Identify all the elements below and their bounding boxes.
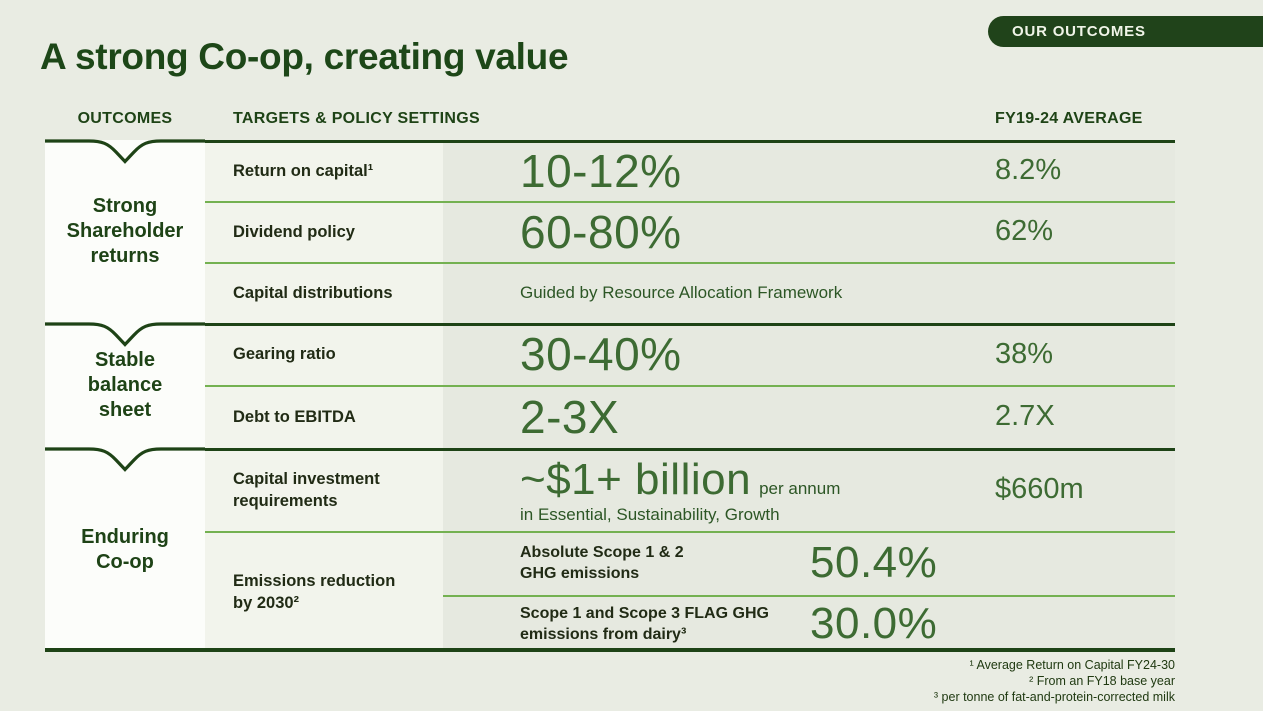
row-divider [205,201,1175,203]
row-label: Return on capital¹ [233,161,374,180]
target-note: Guided by Resource Allocation Framework [520,282,843,302]
column-header-average: FY19-24 AVERAGE [995,110,1143,127]
target-value: 60-80% [520,205,682,258]
group-stable-balance-sheet: Stable balance sheet Gearing ratio 30-40… [45,322,1175,448]
subrow-value: 50.4% [810,538,938,587]
group-label: Strong Shareholder returns [66,195,184,267]
labels-column-background [205,140,443,652]
footnote-2: ² From an FY18 base year [1029,674,1175,688]
row-label: Dividend policy [233,222,355,241]
average-value: 38% [995,337,1054,370]
group-label: Enduring Co-op [81,526,169,573]
subrow-divider [443,595,1175,597]
subrow-label: Scope 1 and Scope 3 FLAG GHG emissions f… [520,604,769,643]
footnotes: ¹ Average Return on Capital FY24-30 ² Fr… [934,657,1175,705]
target-value: 10-12% [520,144,682,197]
column-header-outcomes: OUTCOMES [77,110,173,127]
average-value: 2.7X [995,400,1055,432]
brace-icon [45,139,205,164]
table-row: Gearing ratio 30-40% 38% [205,323,1175,385]
target-value: 2-3X [520,390,620,443]
average-value: 8.2% [995,154,1062,186]
group-divider-rule [205,140,1175,143]
our-outcomes-badge-label: OUR OUTCOMES [1012,23,1146,40]
footnote-1: ¹ Average Return on Capital FY24-30 [969,658,1175,672]
column-header-targets: TARGETS & POLICY SETTINGS [233,110,480,127]
target-value-block: ~$1+ billion per annum in Essential, Sus… [520,448,840,531]
row-divider [205,385,1175,387]
group-enduring-co-op: Enduring Co-op Capital investment requir… [45,447,1175,652]
target-note: in Essential, Sustainability, Growth [520,504,780,524]
row-label: Capital distributions [233,283,393,302]
values-column-background [443,140,1175,652]
table-row: Dividend policy 60-80% 62% [205,201,1175,262]
table-row: Capital distributions Guided by Resource… [205,262,1175,323]
emissions-subrow: Absolute Scope 1 & 2 GHG emissions 50.4% [205,531,1175,595]
row-label: Capital investment requirements [233,469,380,510]
average-value: $660m [995,473,1084,505]
group-divider-rule [205,323,1175,326]
row-label: Emissions reduction by 2030² [233,571,396,612]
brace-icon [45,447,205,472]
target-value-suffix: per annum [759,478,841,498]
subrow-label: Absolute Scope 1 & 2 GHG emissions [520,544,684,582]
page-title: A strong Co-op, creating value [40,36,569,77]
emissions-subrow: Scope 1 and Scope 3 FLAG GHG emissions f… [205,595,1175,652]
group-divider-rule [205,448,1175,451]
table-row: Debt to EBITDA 2-3X 2.7X [205,385,1175,448]
outcomes-table: Strong Shareholder returns Return on cap… [45,139,1175,652]
outcomes-column-background [45,140,205,652]
row-divider [205,262,1175,264]
target-value: ~$1+ billion [520,454,752,504]
target-value: 30-40% [520,328,682,380]
group-label: Stable balance sheet [87,349,163,421]
table-row-emissions: Emissions reduction by 2030² Absolute Sc… [205,531,1175,652]
row-divider [205,531,1175,533]
row-label: Gearing ratio [233,345,336,363]
footnote-3: ³ per tonne of fat-and-protein-corrected… [933,690,1175,704]
subrow-value: 30.0% [810,598,938,648]
our-outcomes-badge: OUR OUTCOMES [988,16,1263,47]
brace-icon [45,322,205,347]
row-label: Debt to EBITDA [233,407,356,426]
table-row: Return on capital¹ 10-12% 8.2% [205,140,1175,201]
group-strong-shareholder-returns: Strong Shareholder returns Return on cap… [45,139,1175,323]
table-row: Capital investment requirements ~$1+ bil… [205,448,1175,531]
table-bottom-rule [45,648,1175,652]
average-value: 62% [995,215,1054,247]
